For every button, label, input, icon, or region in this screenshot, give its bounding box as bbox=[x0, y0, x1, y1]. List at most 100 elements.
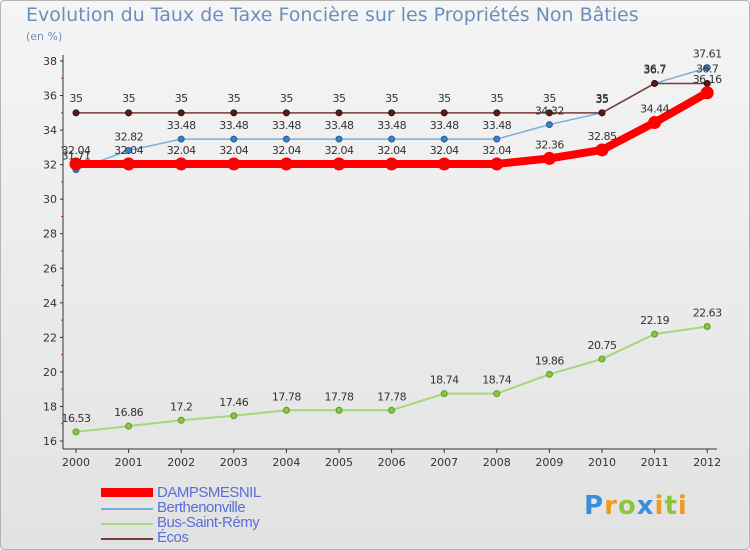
data-label: 18.74 bbox=[430, 374, 459, 387]
series-point-3 bbox=[440, 109, 448, 117]
series-point-2 bbox=[388, 406, 396, 414]
data-label: 36.7 bbox=[696, 62, 719, 75]
data-label: 17.46 bbox=[219, 396, 248, 409]
y-tick-label: 34 bbox=[43, 124, 57, 137]
data-label: 33.48 bbox=[325, 119, 354, 132]
series-point-3 bbox=[125, 109, 133, 117]
data-label: 34.32 bbox=[535, 105, 564, 118]
data-label: 32.04 bbox=[325, 144, 354, 157]
y-tick-label: 32 bbox=[43, 159, 57, 172]
y-tick-label: 30 bbox=[43, 193, 57, 206]
data-label: 17.78 bbox=[272, 390, 301, 403]
data-label: 35 bbox=[596, 92, 609, 105]
data-label: 36.7 bbox=[643, 63, 666, 76]
data-label: 20.75 bbox=[588, 339, 617, 352]
series-point-3 bbox=[651, 79, 659, 87]
legend-label: Berthenonville bbox=[157, 499, 246, 516]
data-label: 35 bbox=[543, 92, 556, 105]
series-point-1 bbox=[703, 64, 711, 72]
series-point-1 bbox=[282, 135, 290, 143]
data-label: 33.48 bbox=[430, 119, 459, 132]
data-label: 33.48 bbox=[482, 119, 511, 132]
data-label: 32.04 bbox=[114, 144, 143, 157]
logo-letter: i bbox=[677, 491, 688, 521]
series-point-0 bbox=[227, 157, 241, 171]
x-tick-label: 2009 bbox=[535, 456, 563, 469]
y-tick-label: 36 bbox=[43, 90, 57, 103]
data-label: 37.61 bbox=[693, 48, 722, 61]
logo-letter: t bbox=[664, 491, 678, 521]
data-label: 32.04 bbox=[377, 144, 406, 157]
data-label: 32.04 bbox=[430, 144, 459, 157]
legend-swatch bbox=[101, 508, 153, 510]
y-tick-label: 16 bbox=[43, 435, 57, 448]
logo-letter: r bbox=[604, 491, 618, 521]
series-point-0 bbox=[595, 143, 609, 157]
data-label: 33.48 bbox=[272, 119, 301, 132]
series-point-0 bbox=[648, 115, 662, 129]
series-point-0 bbox=[490, 157, 504, 171]
data-label: 32.82 bbox=[114, 130, 143, 143]
chart-axes: 16 18 20 22 24 26 28 30 32 34 36 38 2000 2001 2002 2003… bbox=[43, 55, 721, 469]
series-point-3 bbox=[598, 109, 606, 117]
x-tick-label: 2000 bbox=[62, 456, 90, 469]
series-point-1 bbox=[545, 121, 553, 129]
series-point-3 bbox=[545, 109, 553, 117]
chart-data-labels: 32.04 32.04 32.04 32.04 32.04 32.04 32.04 32.04… bbox=[62, 48, 723, 425]
series-point-2 bbox=[282, 406, 290, 414]
x-tick-label: 2002 bbox=[167, 456, 195, 469]
series-point-0 bbox=[174, 157, 188, 171]
data-label: 35 bbox=[122, 92, 135, 105]
legend-label: Écos bbox=[157, 529, 189, 546]
data-label: 16.53 bbox=[62, 412, 91, 425]
x-tick-label: 2008 bbox=[483, 456, 511, 469]
logo-letter: x bbox=[636, 491, 655, 521]
data-label: 32.04 bbox=[272, 144, 301, 157]
series-point-2 bbox=[598, 355, 606, 363]
data-label: 16.86 bbox=[114, 406, 143, 419]
x-tick-label: 2003 bbox=[220, 456, 248, 469]
data-label: 33.48 bbox=[167, 119, 196, 132]
data-label: 33.48 bbox=[377, 119, 406, 132]
series-point-0 bbox=[332, 157, 346, 171]
data-label: 35 bbox=[227, 92, 240, 105]
data-label: 32.85 bbox=[588, 130, 617, 143]
data-label: 31.71 bbox=[62, 150, 91, 163]
series-point-2 bbox=[125, 422, 133, 430]
x-tick-label: 2006 bbox=[378, 456, 406, 469]
data-label: 18.74 bbox=[482, 374, 511, 387]
proxiti-logo: Proxiti bbox=[584, 491, 688, 521]
data-label: 36.16 bbox=[693, 73, 722, 86]
chart-title: Evolution du Taux de Taxe Foncière sur l… bbox=[26, 4, 639, 26]
series-point-3 bbox=[493, 109, 501, 117]
series-point-1 bbox=[493, 135, 501, 143]
series-point-1 bbox=[177, 135, 185, 143]
series-point-3 bbox=[72, 109, 80, 117]
data-label: 35 bbox=[385, 92, 398, 105]
x-tick-label: 2012 bbox=[693, 456, 721, 469]
y-tick-label: 20 bbox=[43, 366, 57, 379]
series-point-1 bbox=[230, 135, 238, 143]
y-tick-label: 38 bbox=[43, 55, 57, 68]
series-point-0 bbox=[437, 157, 451, 171]
data-label: 35 bbox=[490, 92, 503, 105]
data-label: 17.78 bbox=[377, 390, 406, 403]
series-point-2 bbox=[177, 416, 185, 424]
series-point-3 bbox=[335, 109, 343, 117]
data-label: 19.86 bbox=[535, 354, 564, 367]
data-label: 17.2 bbox=[170, 400, 193, 413]
series-point-2 bbox=[703, 322, 711, 330]
x-tick-label: 2005 bbox=[325, 456, 353, 469]
data-label: 35 bbox=[596, 93, 609, 106]
x-tick-label: 2007 bbox=[430, 456, 458, 469]
series-point-1 bbox=[125, 146, 133, 154]
series-point-0 bbox=[542, 151, 556, 165]
legend-swatch bbox=[101, 488, 153, 497]
series-point-2 bbox=[493, 390, 501, 398]
series-point-0 bbox=[122, 157, 136, 171]
x-tick-label: 2004 bbox=[272, 456, 300, 469]
y-tick-label: 24 bbox=[43, 297, 57, 310]
y-tick-label: 22 bbox=[43, 331, 57, 344]
legend-swatch bbox=[101, 523, 153, 525]
